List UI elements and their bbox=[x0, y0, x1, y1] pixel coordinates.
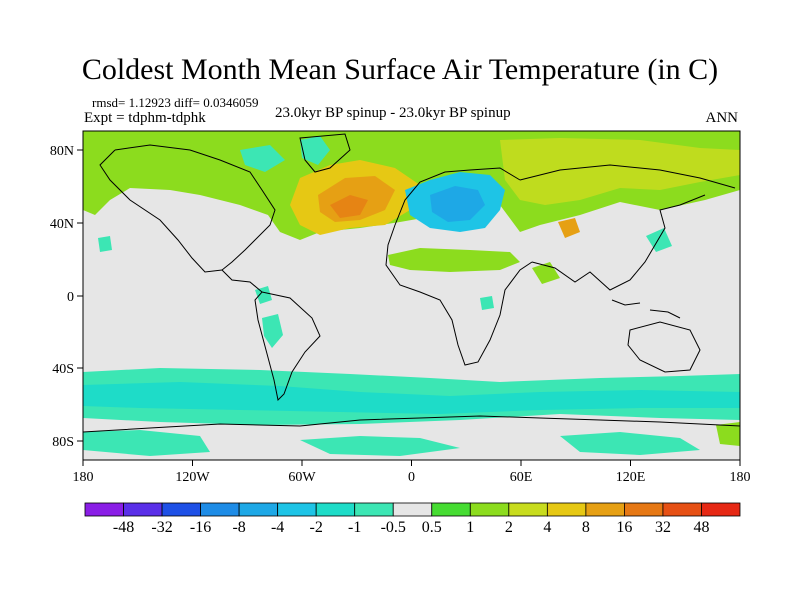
temperature-field bbox=[83, 131, 740, 456]
colorbar-swatch bbox=[508, 502, 548, 517]
lat-label: 40N bbox=[50, 217, 74, 232]
colorbar-swatch bbox=[200, 502, 240, 517]
map-title: Coldest Month Mean Surface Air Temperatu… bbox=[81, 53, 719, 86]
colorbar-swatch bbox=[585, 502, 625, 517]
colorbar-swatch bbox=[123, 502, 163, 517]
colorbar-swatch bbox=[161, 502, 201, 517]
lat-label: 80N bbox=[50, 144, 74, 159]
colorbar: -48 -32 -16 -8 -4 -2 -1 -0.5 0.5 1 2 4 8 16 32 48 bbox=[84, 502, 741, 536]
lon-label: 60W bbox=[288, 470, 316, 485]
colorbar-swatch bbox=[277, 502, 317, 517]
colorbar-swatch bbox=[431, 502, 471, 517]
axis-ticks bbox=[77, 149, 741, 466]
lon-label: 180 bbox=[730, 470, 751, 485]
colorbar-swatch bbox=[238, 502, 279, 517]
lat-label: 40S bbox=[52, 362, 74, 377]
colorbar-label: -0.5 bbox=[381, 519, 406, 536]
lon-label: 180 bbox=[73, 470, 94, 485]
stats-text: rmsd= 1.12923 diff= 0.0346059 bbox=[92, 95, 259, 110]
colorbar-label: 2 bbox=[505, 519, 513, 536]
coastlines bbox=[83, 133, 740, 433]
colorbar-swatch bbox=[701, 502, 741, 517]
colorbar-label: 48 bbox=[693, 519, 709, 536]
lon-label: 60E bbox=[510, 470, 533, 485]
colorbar-swatch bbox=[469, 502, 510, 517]
colorbar-label: -2 bbox=[310, 519, 323, 536]
colorbar-swatch bbox=[84, 502, 124, 517]
colorbar-swatch bbox=[315, 502, 356, 517]
colorbar-swatch bbox=[546, 502, 587, 517]
experiment-label: Expt = tdphm-tdphk bbox=[84, 110, 206, 126]
lon-label: 120E bbox=[616, 470, 646, 485]
colorbar-label: -4 bbox=[271, 519, 284, 536]
colorbar-label: 8 bbox=[582, 519, 590, 536]
lon-label: 120W bbox=[175, 470, 210, 485]
lon-label: 0 bbox=[408, 470, 415, 485]
map-subtitle: 23.0kyr BP spinup - 23.0kyr BP spinup bbox=[275, 105, 511, 121]
colorbar-swatch bbox=[354, 502, 394, 517]
lat-label: 80S bbox=[52, 435, 74, 450]
colorbar-label: 32 bbox=[655, 519, 671, 536]
colorbar-swatch bbox=[662, 502, 702, 517]
colorbar-label: 1 bbox=[466, 519, 474, 536]
colorbar-label: 4 bbox=[543, 519, 551, 536]
colorbar-swatch bbox=[392, 502, 433, 517]
map-plot-area: 180 120W 60W 0 60E 120E 180 80N 40N 0 40… bbox=[50, 130, 751, 485]
season-label: ANN bbox=[705, 110, 739, 126]
colorbar-label: 0.5 bbox=[422, 519, 442, 536]
colorbar-swatch bbox=[624, 502, 664, 517]
colorbar-label: 16 bbox=[616, 519, 632, 536]
colorbar-label: -1 bbox=[348, 519, 361, 536]
lat-label: 0 bbox=[67, 290, 74, 305]
colorbar-label: -32 bbox=[151, 519, 172, 536]
colorbar-label: -16 bbox=[190, 519, 211, 536]
colorbar-label: -48 bbox=[113, 519, 134, 536]
colorbar-label: -8 bbox=[232, 519, 245, 536]
